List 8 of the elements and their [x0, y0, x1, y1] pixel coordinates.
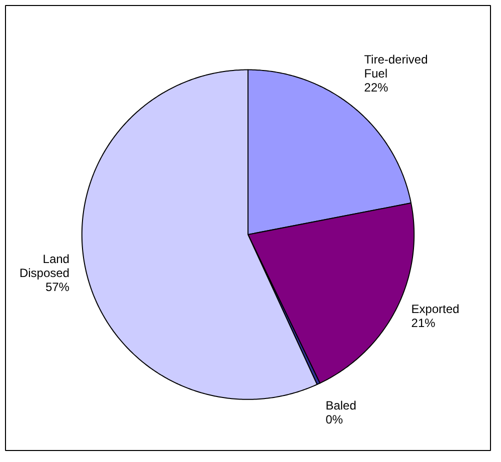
slice-label: Land Disposed [19, 252, 70, 280]
slice-label: Exported [411, 302, 460, 316]
slice-label: Baled [326, 398, 356, 413]
data-label: 22% [364, 80, 389, 95]
data-label: 21% [411, 316, 436, 330]
slice-label: Tire-derived Fuel [364, 52, 428, 81]
data-label: 0% [326, 412, 344, 427]
data-label: 57% [45, 280, 70, 294]
